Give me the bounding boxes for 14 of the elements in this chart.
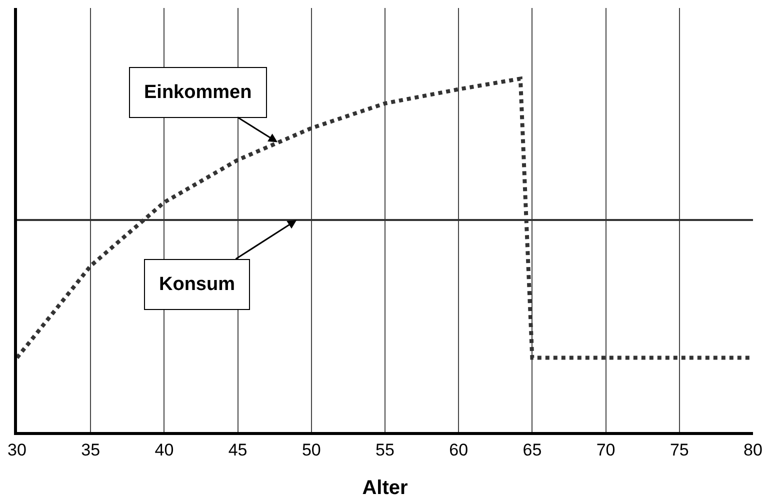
x-tick-label: 60 [449,440,468,460]
x-tick-label: 75 [670,440,689,460]
x-axis-title: Alter [362,476,408,499]
annotation: Einkommen [144,82,252,103]
x-tick-label: 55 [376,440,394,460]
x-tick-label: 80 [744,440,762,460]
x-tick-label: 50 [302,440,321,460]
x-tick-label: 40 [154,440,174,460]
x-tick-label: 65 [522,440,542,460]
x-tick-label: 35 [81,440,100,460]
x-tick-label: 45 [228,440,248,460]
annotation: Konsum [159,274,235,295]
x-tick-label: 70 [596,440,616,460]
x-tick-label: 30 [8,440,26,460]
